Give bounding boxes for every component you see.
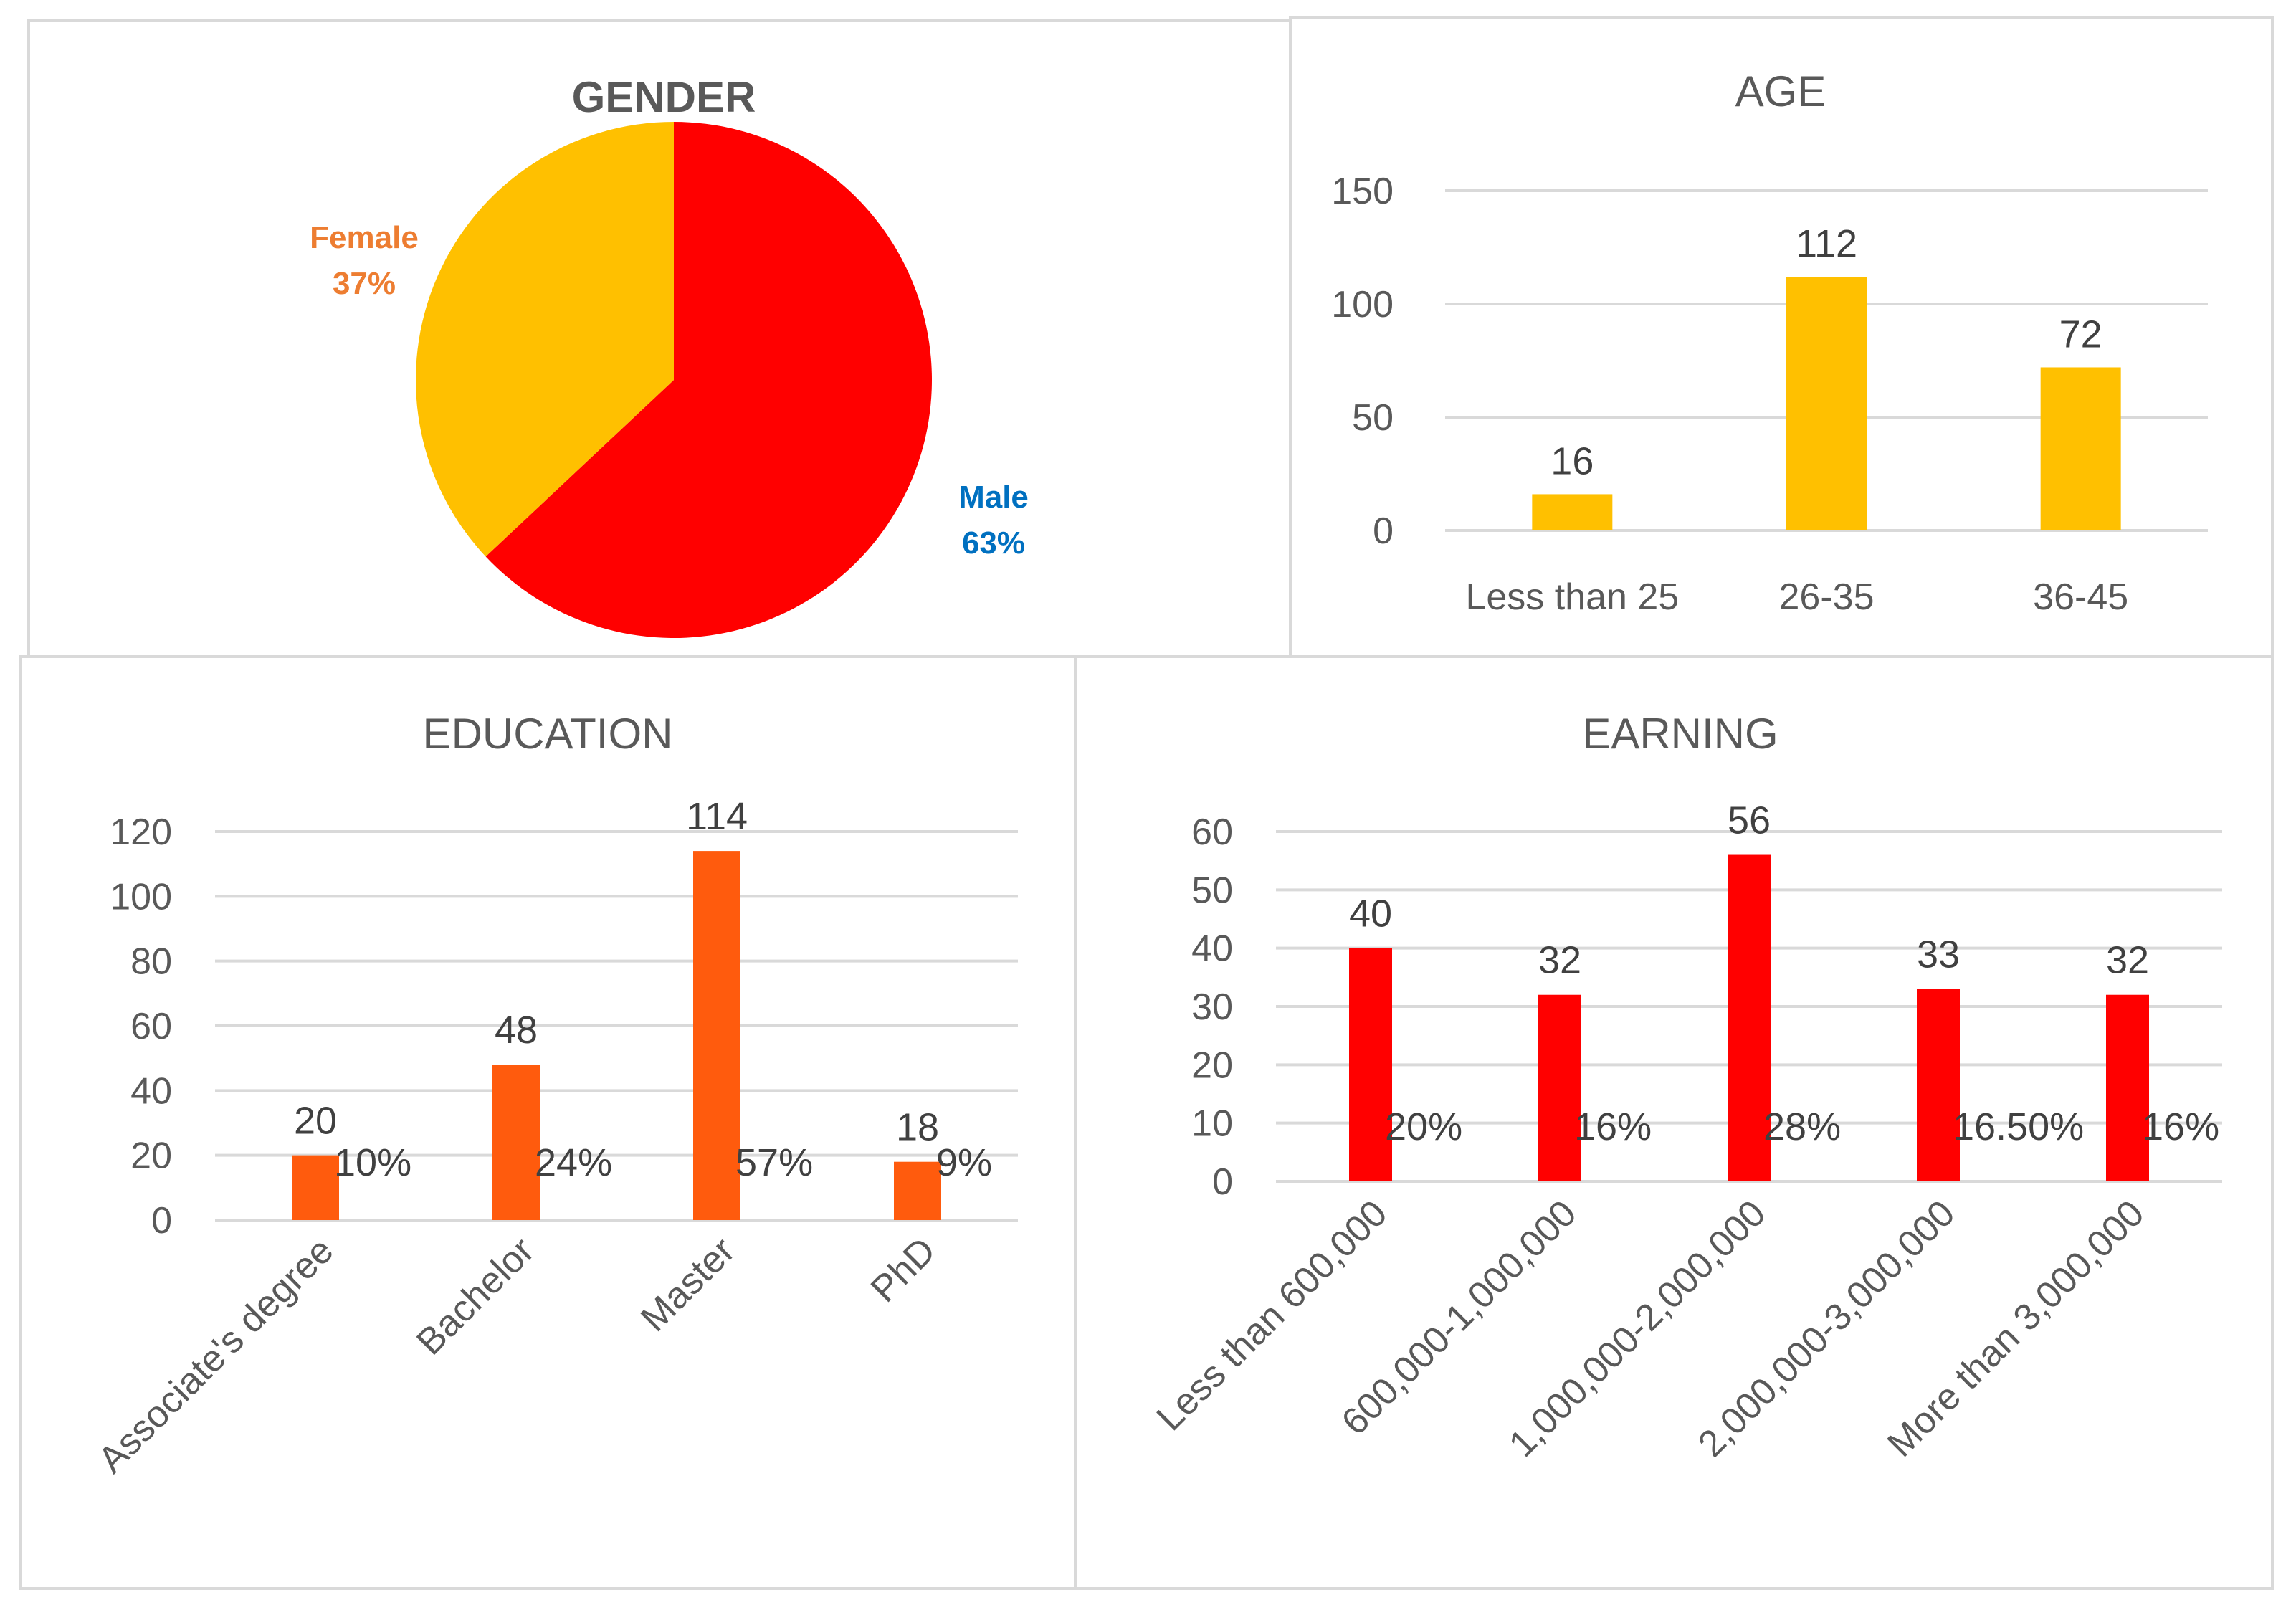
earning-value-label: 32 — [2106, 939, 2149, 982]
earning-y-tick: 10 — [1191, 1103, 1233, 1145]
gender-chart-title: GENDER — [572, 73, 756, 121]
pie-slice-female — [416, 122, 674, 557]
gender-chart: GENDER Male 63% Female 37% — [310, 73, 1029, 638]
earning-bar — [1538, 994, 1581, 1181]
education-panel — [19, 655, 1077, 1590]
education-y-tick: 40 — [130, 1070, 172, 1112]
age-bar — [1532, 494, 1613, 530]
pie-label-male: Male — [958, 480, 1029, 515]
education-value-label: 48 — [495, 1009, 538, 1052]
gender-labels: Male 63% Female 37% — [310, 220, 1029, 561]
education-bar — [492, 1065, 540, 1220]
education-value-label: 114 — [686, 795, 748, 838]
age-panel — [1289, 16, 2274, 658]
age-x-tick: 36-45 — [2033, 576, 2128, 618]
earning-chart-title: EARNING — [1582, 710, 1778, 758]
pie-slice-male — [485, 122, 932, 638]
earning-y-tick: 0 — [1212, 1161, 1233, 1203]
earning-percent-label: 16% — [2142, 1105, 2219, 1148]
age-x-tick: 26-35 — [1779, 576, 1875, 618]
age-value-label: 112 — [1796, 222, 1857, 265]
education-y-tick: 0 — [151, 1200, 172, 1242]
earning-percent-label: 16.50% — [1953, 1105, 2084, 1148]
earning-y-tick: 60 — [1191, 811, 1233, 853]
pie-label-female: Female — [310, 220, 419, 255]
age-value-label: 16 — [1550, 439, 1594, 482]
age-labels: 0 50 100 150 16 Less than 25 112 26-35 72 36-45 — [1331, 171, 2128, 618]
earning-y-tick: 30 — [1191, 986, 1233, 1028]
age-value-label: 72 — [2059, 313, 2102, 356]
age-x-tick: Less than 25 — [1465, 576, 1679, 618]
earning-bar — [1728, 854, 1771, 1181]
earning-percent-label: 16% — [1574, 1105, 1652, 1148]
education-percent-label: 10% — [334, 1141, 411, 1184]
age-bar — [1786, 277, 1867, 530]
age-chart-title: AGE — [1735, 67, 1826, 115]
education-bar — [693, 851, 740, 1220]
education-percent-label: 57% — [735, 1141, 813, 1184]
age-y-tick: 0 — [1373, 510, 1394, 552]
age-y-tick: 50 — [1352, 397, 1394, 439]
education-bar — [292, 1155, 339, 1220]
education-grid — [215, 830, 1018, 1222]
education-y-tick: 100 — [110, 876, 172, 918]
earning-bar — [1349, 948, 1392, 1181]
education-bar — [894, 1161, 941, 1220]
education-y-tick: 120 — [110, 811, 172, 853]
pie-percent-male: 63% — [962, 525, 1025, 561]
education-percent-label: 9% — [936, 1141, 992, 1184]
age-y-tick: 150 — [1331, 171, 1394, 212]
education-percent-label: 24% — [535, 1141, 612, 1184]
age-bars — [1532, 277, 2121, 530]
pie-percent-female: 37% — [333, 266, 396, 301]
age-bar — [2040, 367, 2121, 530]
earning-y-tick: 50 — [1191, 870, 1233, 911]
earning-bar — [2106, 994, 2149, 1181]
earning-bar — [1917, 989, 1960, 1181]
earning-value-label: 32 — [1538, 939, 1581, 982]
earning-percent-label: 28% — [1763, 1105, 1841, 1148]
education-y-tick: 60 — [130, 1006, 172, 1047]
earning-value-label: 56 — [1728, 799, 1771, 842]
earning-y-tick: 40 — [1191, 928, 1233, 970]
earning-bars — [1349, 854, 2149, 1181]
education-y-tick: 20 — [130, 1135, 172, 1177]
education-y-tick: 80 — [130, 941, 172, 983]
education-bars — [292, 851, 941, 1220]
education-chart-title: EDUCATION — [423, 710, 673, 758]
education-value-label: 18 — [896, 1106, 939, 1149]
earning-percent-label: 20% — [1385, 1105, 1462, 1148]
earning-y-tick: 20 — [1191, 1044, 1233, 1086]
age-chart: AGE 0 50 100 150 16 Less than 25 112 26-35 72 36-… — [1331, 67, 2208, 618]
age-y-tick: 100 — [1331, 284, 1394, 325]
earning-value-label: 33 — [1917, 933, 1960, 976]
earning-value-label: 40 — [1349, 892, 1392, 935]
education-value-label: 20 — [294, 1100, 337, 1143]
gender-slices — [416, 122, 932, 638]
